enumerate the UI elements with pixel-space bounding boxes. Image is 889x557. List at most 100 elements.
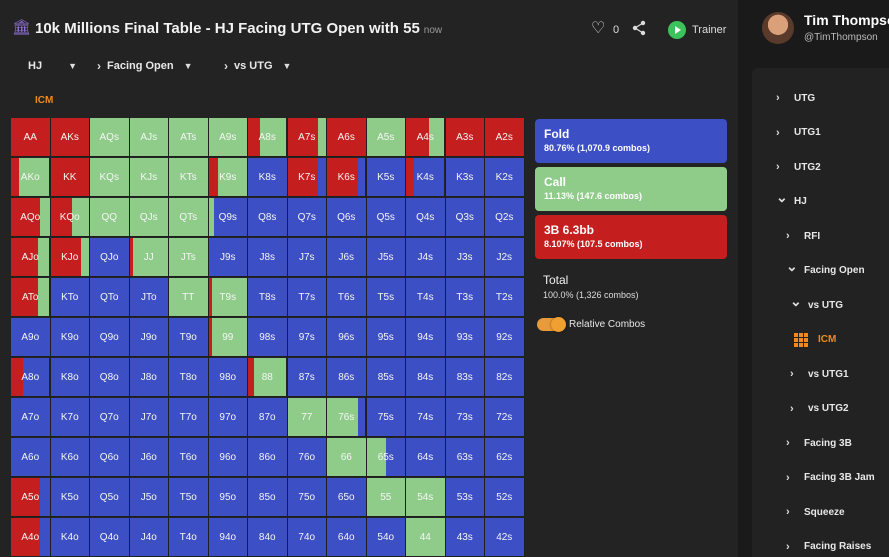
tree-item-rfi[interactable]: › RFI [786, 227, 820, 245]
hand-cell-T4o[interactable]: T4o [169, 518, 209, 557]
hand-cell-84o[interactable]: 84o [248, 518, 288, 557]
breadcrumb-position[interactable]: HJ ▼ [28, 56, 77, 76]
breadcrumb-opponent[interactable]: › vs UTG ▼ [224, 56, 291, 76]
hand-cell-A4s[interactable]: A4s [406, 118, 446, 157]
hand-cell-J7s[interactable]: J7s [287, 238, 327, 277]
hand-cell-96o[interactable]: 96o [208, 438, 248, 477]
hand-cell-J4s[interactable]: J4s [406, 238, 446, 277]
hand-cell-A2s[interactable]: A2s [485, 118, 525, 157]
hand-cell-65o[interactable]: 65o [327, 478, 367, 517]
hand-cell-QJo[interactable]: QJo [90, 238, 130, 277]
hand-cell-J9s[interactable]: J9s [208, 238, 248, 277]
hand-cell-T2s[interactable]: T2s [485, 278, 525, 317]
legend-fold[interactable]: Fold 80.76% (1,070.9 combos) [535, 119, 727, 163]
hand-cell-Q8o[interactable]: Q8o [90, 358, 130, 397]
hand-cell-43s[interactable]: 43s [445, 518, 485, 557]
hand-cell-98o[interactable]: 98o [208, 358, 248, 397]
hand-cell-Q9s[interactable]: Q9s [208, 198, 248, 237]
hand-cell-QQ[interactable]: QQ [90, 198, 130, 237]
heart-icon[interactable]: ♡ [591, 20, 606, 37]
hand-cell-Q6s[interactable]: Q6s [327, 198, 367, 237]
hand-cell-54o[interactable]: 54o [366, 518, 406, 557]
hand-cell-A7o[interactable]: A7o [11, 398, 51, 437]
hand-cell-KQs[interactable]: KQs [90, 158, 130, 197]
hand-cell-A4o[interactable]: A4o [11, 518, 51, 557]
hand-cell-JJ[interactable]: JJ [129, 238, 169, 277]
hand-cell-76s[interactable]: 76s [327, 398, 367, 437]
hand-cell-A5s[interactable]: A5s [366, 118, 406, 157]
hand-cell-A3s[interactable]: A3s [445, 118, 485, 157]
hand-cell-K8o[interactable]: K8o [50, 358, 90, 397]
hand-cell-T9o[interactable]: T9o [169, 318, 209, 357]
hand-cell-84s[interactable]: 84s [406, 358, 446, 397]
hand-cell-QTs[interactable]: QTs [169, 198, 209, 237]
tab-icm[interactable]: ICM [35, 95, 54, 106]
hand-cell-74s[interactable]: 74s [406, 398, 446, 437]
hand-cell-J5o[interactable]: J5o [129, 478, 169, 517]
tree-item-facing-open[interactable]: ⌄ Facing Open [786, 258, 865, 280]
hand-cell-KJo[interactable]: KJo [50, 238, 90, 277]
hand-cell-85s[interactable]: 85s [366, 358, 406, 397]
hand-cell-KK[interactable]: KK [50, 158, 90, 197]
hand-cell-KTo[interactable]: KTo [50, 278, 90, 317]
hand-cell-Q9o[interactable]: Q9o [90, 318, 130, 357]
hand-cell-85o[interactable]: 85o [248, 478, 288, 517]
hand-cell-K8s[interactable]: K8s [248, 158, 288, 197]
tree-item-facing-3b[interactable]: › Facing 3B [786, 434, 852, 452]
tree-item-vs-utg2[interactable]: › vs UTG2 [790, 400, 849, 418]
tree-item-facing-raises[interactable]: › Facing Raises [786, 538, 871, 556]
hand-cell-AJs[interactable]: AJs [129, 118, 169, 157]
hand-cell-72s[interactable]: 72s [485, 398, 525, 437]
hand-cell-A7s[interactable]: A7s [287, 118, 327, 157]
hand-cell-76o[interactable]: 76o [287, 438, 327, 477]
hand-cell-86s[interactable]: 86s [327, 358, 367, 397]
tree-item-squeeze[interactable]: › Squeeze [786, 503, 845, 521]
hand-cell-K6s[interactable]: K6s [327, 158, 367, 197]
hand-cell-83s[interactable]: 83s [445, 358, 485, 397]
hand-cell-55[interactable]: 55 [366, 478, 406, 517]
hand-cell-AKs[interactable]: AKs [50, 118, 90, 157]
hand-cell-K7o[interactable]: K7o [50, 398, 90, 437]
hand-cell-44[interactable]: 44 [406, 518, 446, 557]
hand-cell-J4o[interactable]: J4o [129, 518, 169, 557]
hand-cell-J8o[interactable]: J8o [129, 358, 169, 397]
hand-cell-T6o[interactable]: T6o [169, 438, 209, 477]
tree-item-icm[interactable]: ICM [794, 331, 836, 349]
hand-cell-A8s[interactable]: A8s [248, 118, 288, 157]
hand-cell-J5s[interactable]: J5s [366, 238, 406, 277]
hand-cell-86o[interactable]: 86o [248, 438, 288, 477]
relative-combos-toggle[interactable]: Relative Combos [537, 317, 645, 332]
hand-cell-ATo[interactable]: ATo [11, 278, 51, 317]
hand-cell-64s[interactable]: 64s [406, 438, 446, 477]
hand-cell-A6s[interactable]: A6s [327, 118, 367, 157]
hand-cell-Q4o[interactable]: Q4o [90, 518, 130, 557]
hand-cell-TT[interactable]: TT [169, 278, 209, 317]
hand-cell-K5o[interactable]: K5o [50, 478, 90, 517]
hand-cell-77[interactable]: 77 [287, 398, 327, 437]
hand-cell-KJs[interactable]: KJs [129, 158, 169, 197]
hand-cell-T3s[interactable]: T3s [445, 278, 485, 317]
hand-cell-93s[interactable]: 93s [445, 318, 485, 357]
hand-cell-Q5o[interactable]: Q5o [90, 478, 130, 517]
hand-cell-87s[interactable]: 87s [287, 358, 327, 397]
hand-cell-AQs[interactable]: AQs [90, 118, 130, 157]
hand-cell-T7s[interactable]: T7s [287, 278, 327, 317]
hand-cell-AJo[interactable]: AJo [11, 238, 51, 277]
hand-cell-Q7s[interactable]: Q7s [287, 198, 327, 237]
hand-cell-KTs[interactable]: KTs [169, 158, 209, 197]
hand-cell-64o[interactable]: 64o [327, 518, 367, 557]
hand-cell-A6o[interactable]: A6o [11, 438, 51, 477]
hand-cell-95o[interactable]: 95o [208, 478, 248, 517]
hand-cell-63s[interactable]: 63s [445, 438, 485, 477]
hand-cell-T6s[interactable]: T6s [327, 278, 367, 317]
tree-item-hj[interactable]: ⌄ HJ [776, 189, 807, 211]
hand-cell-94o[interactable]: 94o [208, 518, 248, 557]
hand-cell-T5s[interactable]: T5s [366, 278, 406, 317]
tree-item-utg2[interactable]: › UTG2 [776, 158, 821, 176]
hand-cell-J3s[interactable]: J3s [445, 238, 485, 277]
hand-cell-T4s[interactable]: T4s [406, 278, 446, 317]
hand-cell-QTo[interactable]: QTo [90, 278, 130, 317]
hand-cell-ATs[interactable]: ATs [169, 118, 209, 157]
hand-cell-T7o[interactable]: T7o [169, 398, 209, 437]
hand-cell-54s[interactable]: 54s [406, 478, 446, 517]
